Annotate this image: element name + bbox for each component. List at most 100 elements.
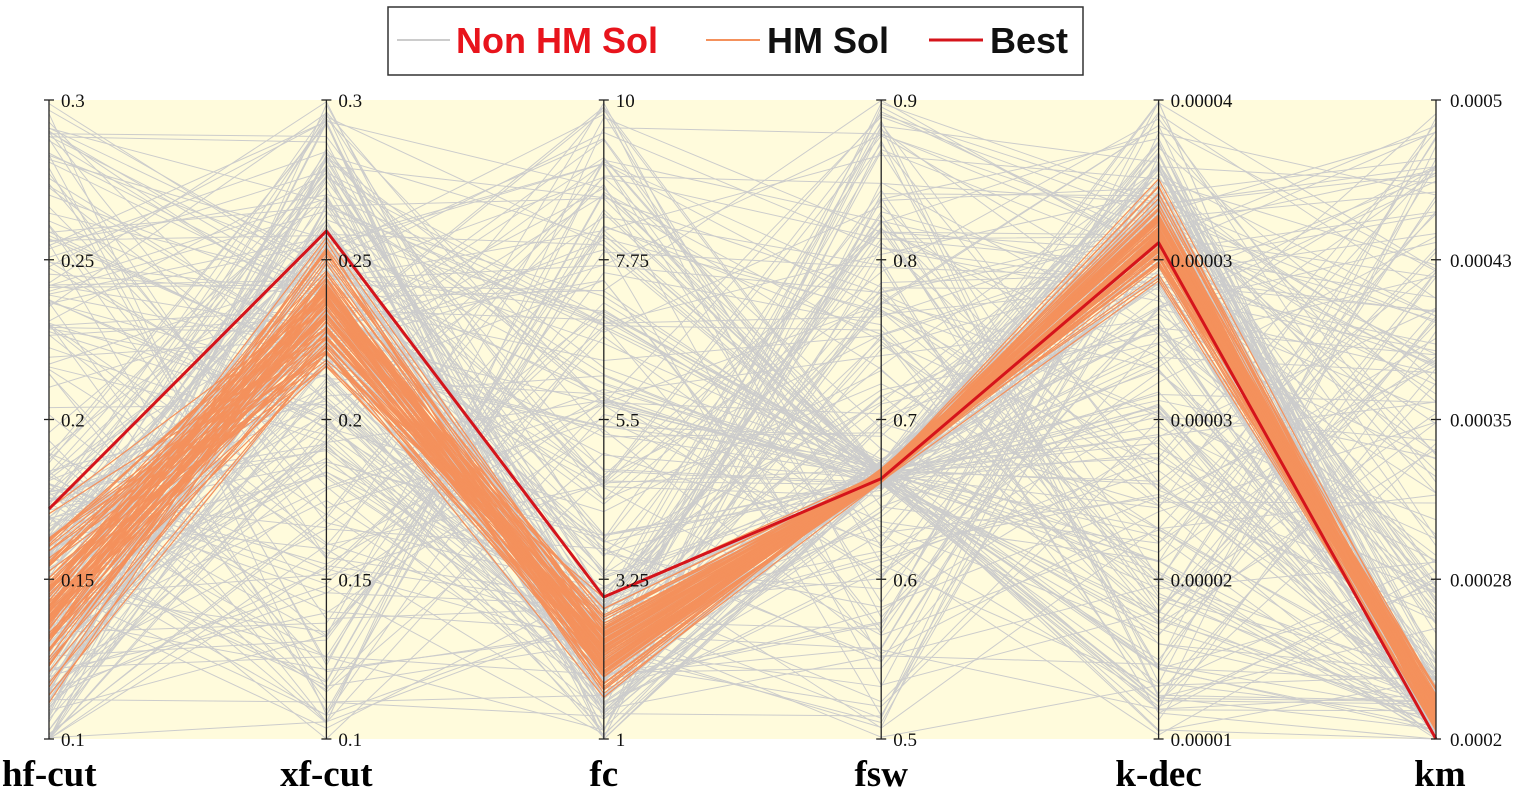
non-hm-solution-line (48, 350, 1437, 731)
non-hm-solution-line (48, 227, 1437, 725)
tick-label: 0.00043 (1450, 251, 1512, 272)
non-hm-solution-line (48, 154, 1437, 705)
non-hm-solution-line (48, 419, 1437, 730)
non-hm-solution-line (48, 237, 1437, 691)
tick-label: 0.00002 (1171, 570, 1233, 591)
non-hm-solution-line (48, 192, 1437, 702)
tick-label: 0.25 (61, 251, 94, 272)
axis-title-k-dec: k-dec (1115, 754, 1201, 795)
non-hm-solution-line (48, 129, 1437, 716)
non-hm-solution-line (48, 219, 1437, 728)
axis-title-xf-cut: xf-cut (280, 754, 373, 795)
tick-label: 3.25 (616, 570, 649, 591)
non-hm-solution-line (48, 268, 1437, 740)
non-hm-solution-line (48, 191, 1437, 734)
legend-label-non-hm: Non HM Sol (456, 20, 658, 61)
tick-label: 0.2 (61, 411, 85, 432)
non-hm-solution-line (48, 198, 1437, 739)
hm-solution-line (48, 231, 1437, 726)
hm-solution-line (48, 229, 1437, 722)
tick-label: 0.00003 (1171, 411, 1233, 432)
tick-label: 0.3 (338, 91, 362, 112)
non-hm-solution-line (48, 130, 1437, 501)
tick-label: 0.9 (893, 91, 917, 112)
hm-solution-line (48, 224, 1437, 704)
non-hm-solution-line (48, 120, 1437, 740)
hm-solution-line (48, 226, 1437, 724)
tick-label: 7.75 (616, 251, 649, 272)
non-hm-solution-line (48, 439, 1437, 733)
tick-label: 10 (616, 91, 635, 112)
legend: Non HM Sol HM Sol Best (387, 6, 1084, 76)
non-hm-solution-line (48, 203, 1437, 672)
legend-label-hm: HM Sol (767, 20, 889, 61)
tick-label: 0.00003 (1171, 251, 1233, 272)
tick-label: 0.1 (61, 730, 85, 751)
tick-label: 0.8 (893, 251, 917, 272)
non-hm-solution-line (48, 135, 1437, 717)
non-hm-solution-line (48, 168, 1437, 709)
non-hm-solution-line (48, 158, 1437, 720)
tick-label: 0.00004 (1171, 91, 1233, 112)
hm-solution-line (48, 238, 1437, 705)
tick-label: 0.15 (338, 570, 371, 591)
non-hm-solution-line (48, 214, 1437, 731)
non-hm-solution-line (48, 175, 1437, 735)
non-hm-solution-line (48, 118, 1437, 505)
non-hm-solution-line (48, 199, 1437, 585)
hm-solution-line (48, 185, 1437, 729)
non-hm-solution-line (48, 120, 1437, 717)
non-hm-solution-line (48, 122, 1437, 740)
non-hm-solution-line (48, 272, 1437, 734)
tick-label: 0.00001 (1171, 730, 1233, 751)
non-hm-solution-line (48, 183, 1437, 622)
non-hm-solution-line (48, 124, 1437, 721)
non-hm-solution-line (48, 136, 1437, 705)
legend-label-best: Best (990, 20, 1068, 61)
non-hm-solution-line (48, 109, 1437, 724)
tick-label: 0.3 (61, 91, 85, 112)
non-hm-solution-line (48, 112, 1437, 703)
non-hm-solution-line (48, 127, 1437, 718)
non-hm-solution-line (48, 234, 1437, 707)
tick-label: 0.15 (61, 570, 94, 591)
tick-label: 0.5 (893, 730, 917, 751)
tick-label: 1 (616, 730, 626, 751)
non-hm-solution-line (48, 125, 1437, 687)
non-hm-solution-line (48, 335, 1437, 695)
non-hm-solution-line (48, 163, 1437, 589)
non-hm-solution-line (48, 323, 1437, 719)
axis-title-hf-cut: hf-cut (2, 754, 97, 795)
best-solution-line-group (47, 229, 1438, 740)
tick-label: 0.2 (338, 411, 362, 432)
non-hm-solution-line (48, 242, 1437, 673)
non-hm-solution-line (48, 171, 1437, 707)
tick-label: 0.25 (338, 251, 371, 272)
non-hm-solution-line (48, 135, 1437, 279)
non-hm-solution-line (48, 326, 1437, 621)
non-hm-solution-line (48, 389, 1437, 675)
axis-title-fc: fc (589, 754, 618, 795)
non-hm-solution-line (48, 124, 1437, 675)
non-hm-solution-line (48, 309, 1437, 703)
best-solution-line (47, 229, 1438, 740)
tick-label: 0.00028 (1450, 570, 1512, 591)
non-hm-solution-line (48, 162, 1437, 548)
hm-solution-line (48, 209, 1437, 725)
non-hm-solution-line (48, 167, 1437, 663)
axes-group: 0.3 0.25 0.2 0.15 0.1 hf-cut 0.3 0.25 0.2 0.15 0.1… (2, 91, 1512, 795)
non-hm-solution-line (48, 177, 1437, 740)
non-hm-solution-line (48, 343, 1437, 737)
non-hm-solution-line (48, 528, 1437, 703)
non-hm-solution-line (48, 130, 1437, 608)
non-hm-solution-line (48, 282, 1437, 740)
tick-label: 5.5 (616, 411, 640, 432)
non-hm-solution-line (48, 210, 1437, 737)
hm-solution-line (48, 226, 1437, 713)
tick-label: 0.6 (893, 570, 917, 591)
tick-label: 0.0002 (1450, 730, 1502, 751)
non-hm-solution-line (48, 165, 1437, 630)
axis-title-fsw: fsw (854, 754, 908, 795)
non-hm-solution-line (48, 158, 1437, 671)
